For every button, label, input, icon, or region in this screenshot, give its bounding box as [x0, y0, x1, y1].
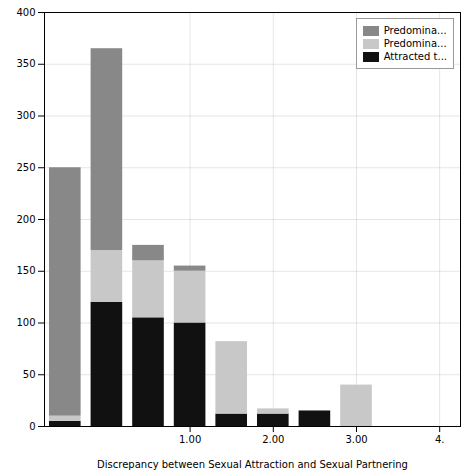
html-text:Attracted t...: Attracted t...	[383, 51, 447, 62]
html-text:Predomina...: Predomina...	[383, 38, 447, 49]
svg-text:0: 0	[29, 421, 35, 432]
svg-text:150: 150	[16, 265, 35, 276]
svg-text:100: 100	[16, 317, 35, 328]
svg-text:250: 250	[16, 162, 35, 173]
html-text:Predomina...: Predomina...	[383, 25, 447, 36]
svg-text:Discrepancy between Sexual Att: Discrepancy between Sexual Attraction an…	[97, 459, 408, 470]
svg-text:350: 350	[16, 58, 35, 69]
svg-text:300: 300	[16, 110, 35, 121]
svg-text:50: 50	[23, 369, 36, 380]
svg-text:200: 200	[16, 214, 35, 225]
svg-text:3.00: 3.00	[345, 434, 367, 445]
svg-text:2.00: 2.00	[262, 434, 284, 445]
svg-text:4.: 4.	[435, 434, 445, 445]
svg-text:400: 400	[16, 7, 35, 18]
svg-text:1.00: 1.00	[179, 434, 201, 445]
